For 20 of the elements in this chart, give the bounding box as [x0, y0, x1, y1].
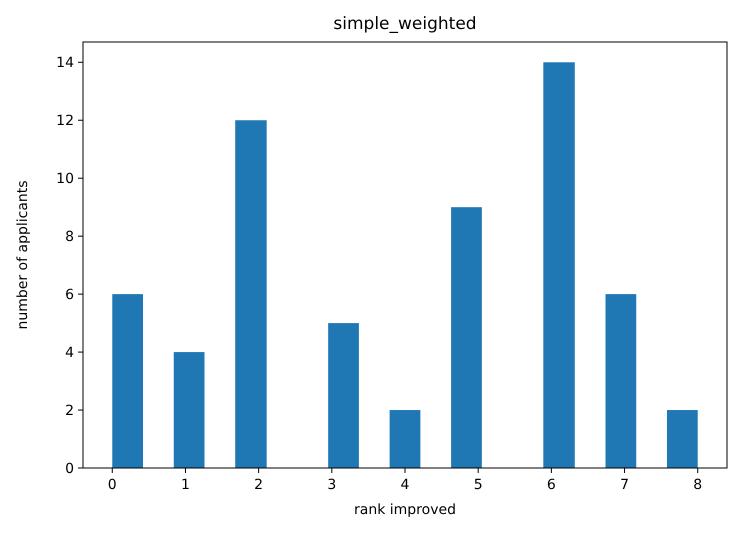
- x-tick-label: 7: [620, 477, 630, 493]
- y-tick-label: 4: [65, 344, 74, 361]
- y-tick-label: 12: [56, 113, 74, 130]
- chart-title: simple_weighted: [333, 14, 477, 34]
- y-tick-label: 14: [56, 55, 74, 72]
- y-axis-title: number of applicants: [15, 180, 31, 330]
- x-tick-label: 6: [546, 477, 556, 493]
- y-tick-label: 10: [56, 171, 74, 188]
- x-tick-label: 0: [108, 477, 117, 493]
- x-axis-title: rank improved: [354, 502, 456, 518]
- x-tick-label: 3: [327, 477, 336, 493]
- y-tick-label: 0: [65, 460, 74, 477]
- x-tick-label: 8: [693, 477, 702, 493]
- x-tick-label: 1: [180, 477, 190, 493]
- y-tick-label: 2: [65, 402, 74, 419]
- y-tick-label: 6: [65, 287, 74, 304]
- x-tick-label: 5: [474, 477, 483, 493]
- x-tick-label: 4: [400, 477, 410, 493]
- y-tick-label: 8: [65, 229, 74, 246]
- x-tick-label: 2: [254, 477, 264, 493]
